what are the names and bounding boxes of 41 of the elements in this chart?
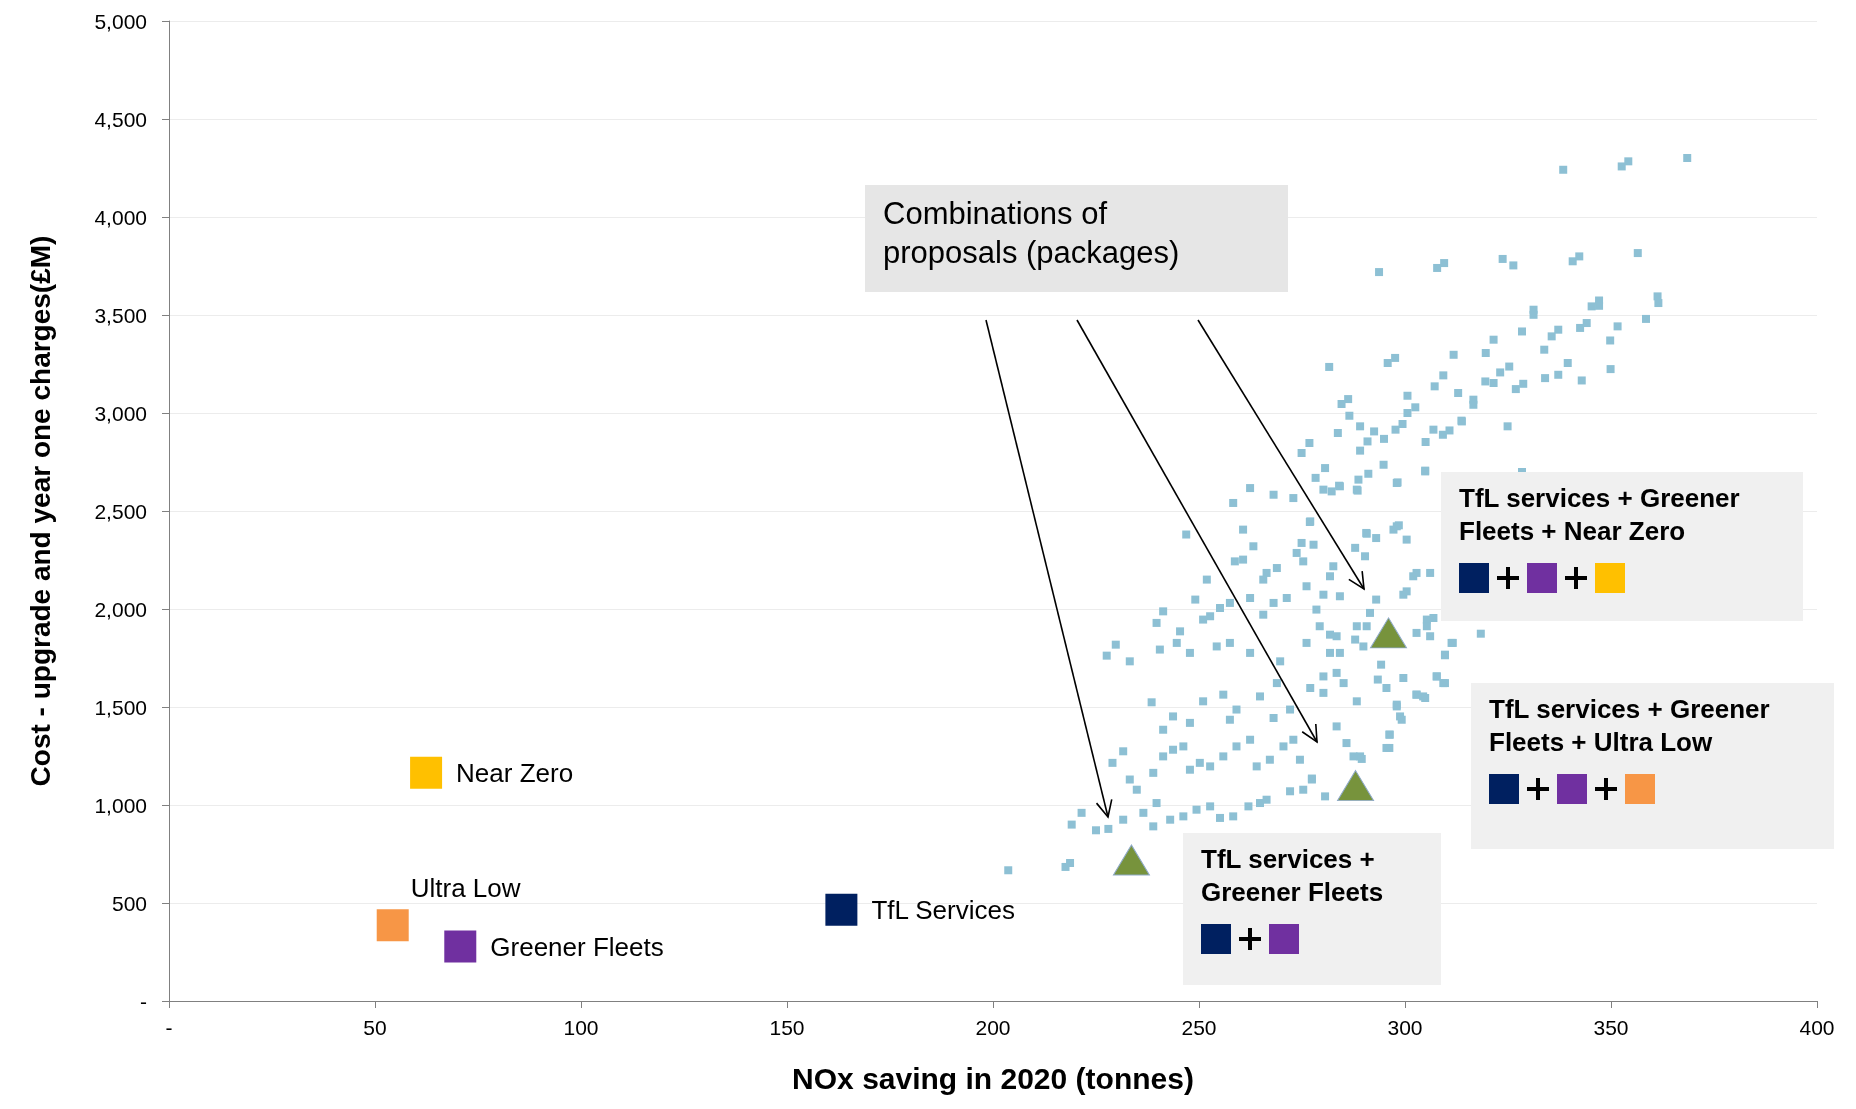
y-axis-title: Cost - upgrade and year one charges(£M) [24, 235, 56, 787]
x-tick-label: 350 [1593, 1016, 1629, 1039]
callout-box: Combinations of proposals (packages) [865, 185, 1288, 292]
x-axis-title: NOx saving in 2020 (tonnes) [792, 1061, 1194, 1095]
y-tick-label: 2,500 [94, 499, 147, 523]
x-tick-label: 400 [1799, 1016, 1835, 1039]
x-tick-label: 250 [1181, 1016, 1217, 1039]
point [825, 893, 858, 926]
x-tick-label: 300 [1387, 1016, 1423, 1039]
y-tick-label: 5,000 [94, 9, 147, 33]
y-tick-label: 1,500 [94, 695, 147, 719]
point [444, 930, 477, 963]
y-tick-label: 3,000 [94, 401, 147, 425]
annotation: TfL services + Greener Fleets + Near Zero [1459, 482, 1741, 547]
point [1370, 617, 1408, 649]
series-label: Greener Fleets [490, 931, 664, 962]
callout-box: TfL services + Greener Fleets [1183, 833, 1441, 985]
point [1337, 770, 1375, 802]
series-label: Near Zero [456, 757, 574, 788]
y-tick-label: 2,000 [94, 597, 147, 621]
y-tick-label: 1,000 [94, 793, 147, 817]
annotation: Combinations of proposals (packages) [883, 195, 1181, 272]
callout-box: TfL services + Greener Fleets + Ultra Low [1471, 683, 1834, 849]
y-tick-label: 500 [111, 891, 147, 915]
y-tick-label: 4,500 [94, 107, 147, 131]
series-label: Ultra Low [410, 873, 521, 904]
point [376, 909, 409, 942]
x-tick-label: 150 [769, 1016, 805, 1039]
point [410, 756, 443, 789]
x-tick-label: - [165, 1016, 173, 1039]
point [1112, 844, 1150, 876]
callout-box: TfL services + Greener Fleets + Near Zero [1441, 472, 1803, 621]
y-tick-label: - [140, 989, 147, 1013]
series-label: TfL Services [871, 894, 1015, 925]
x-tick-label: 200 [975, 1016, 1011, 1039]
y-tick-label: 3,500 [94, 303, 147, 327]
annotation: TfL services + Greener Fleets + Ultra Low [1489, 693, 1771, 758]
x-tick-label: 100 [563, 1016, 599, 1039]
annotation: TfL services + Greener Fleets [1201, 843, 1385, 908]
x-tick-label: 50 [363, 1016, 387, 1039]
y-tick-label: 4,000 [94, 205, 147, 229]
